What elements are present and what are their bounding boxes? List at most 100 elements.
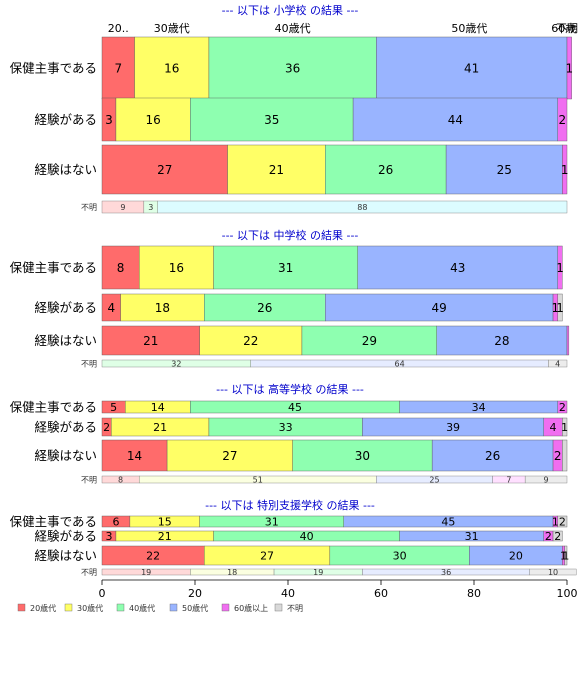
bar-value-label-s1-r1-2: 26 — [257, 301, 272, 315]
row-label-s1-r0: 保健主事である — [10, 260, 97, 275]
unknown-row-label-s2: 不明 — [81, 476, 97, 485]
bar-segment-s0-r2-0 — [101, 144, 228, 195]
bar-segment-s1-r0-4 — [557, 245, 563, 290]
row-label-s3-r2: 経験はない — [34, 548, 97, 563]
row-label-s2-r2: 経験はない — [34, 448, 97, 463]
bar-value-label-s1-r2-2: 29 — [362, 334, 377, 348]
unknown-value-label-s2-4: 9 — [544, 476, 549, 485]
unknown-row-label-s3: 不明 — [81, 568, 97, 577]
top-group-label-1: 30歳代 — [154, 22, 190, 35]
x-axis-tick-label-5: 100 — [557, 587, 578, 600]
bar-segment-s1-r0-2 — [213, 245, 358, 290]
bar-segment-s3-r1-5 — [552, 530, 563, 542]
bar-segment-s1-r2-4 — [566, 325, 570, 356]
bar-segment-s1-r1-5 — [557, 293, 563, 322]
bar-value-label-s2-r1-0: 2 — [103, 421, 110, 434]
bar-value-label-s3-r0-0: 6 — [112, 515, 119, 528]
bar-value-label-s0-r0-4: 1 — [566, 61, 574, 75]
bar-value-label-s2-r0-0: 5 — [110, 401, 117, 414]
bar-value-label-s1-r0-1: 16 — [169, 261, 184, 275]
bar-value-label-s1-r0-0: 8 — [117, 261, 125, 275]
bar-value-label-s2-r1-2: 33 — [279, 421, 293, 434]
bar-value-label-s0-r1-4: 2 — [559, 113, 567, 127]
legend-swatch-0 — [17, 603, 26, 612]
unknown-value-label-s0-0: 9 — [120, 203, 125, 212]
bar-value-label-s2-r1-1: 21 — [153, 421, 167, 434]
unknown-value-label-s1-2: 4 — [555, 360, 560, 369]
bar-value-label-s3-r2-2: 30 — [393, 549, 407, 562]
x-axis-tick-label-2: 40 — [281, 587, 295, 600]
section-title-0: --- 以下は 小学校 の結果 --- — [222, 3, 359, 17]
section-title-1: --- 以下は 中学校 の結果 --- — [222, 228, 359, 242]
bar-value-label-s2-r0-3: 34 — [472, 401, 486, 414]
bar-value-label-s3-r2-0: 22 — [146, 549, 160, 562]
unknown-value-label-s3-0: 19 — [141, 568, 151, 577]
bar-value-label-s0-r2-3: 25 — [497, 163, 512, 177]
bar-value-label-s3-r1-2: 40 — [300, 530, 314, 543]
unknown-value-label-s2-1: 51 — [253, 476, 263, 485]
bar-value-label-s1-r1-1: 18 — [155, 301, 170, 315]
x-axis-tick-label-4: 80 — [467, 587, 481, 600]
bar-value-label-s2-r1-4: 4 — [550, 421, 557, 434]
bar-segment-s1-r0-3 — [357, 245, 558, 290]
bar-value-label-s1-r0-3: 43 — [450, 261, 465, 275]
bar-segment-s2-r2-2 — [292, 439, 433, 472]
bar-value-label-s0-r1-1: 16 — [146, 113, 161, 127]
unknown-value-label-s0-1: 3 — [148, 203, 153, 212]
bar-segment-s0-r0-4 — [566, 36, 572, 100]
legend-label-1: 30歳代 — [77, 603, 103, 613]
bar-value-label-s1-r1-5: 1 — [556, 301, 564, 315]
bar-value-label-s3-r1-3: 31 — [465, 530, 479, 543]
legend-label-5: 不明 — [287, 604, 303, 613]
bar-value-label-s1-r1-4: 1 — [552, 301, 560, 315]
legend-label-4: 60歳以上 — [234, 603, 268, 613]
bar-segment-s2-r2-1 — [166, 439, 293, 472]
top-group-label-0: 20.. — [108, 22, 129, 35]
bar-value-label-s2-r1-5: 1 — [561, 421, 568, 434]
bar-segment-s0-r2-3 — [445, 144, 563, 195]
bar-value-label-s0-r0-3: 41 — [464, 61, 479, 75]
bar-value-label-s2-r2-4: 2 — [554, 449, 562, 463]
legend-swatch-4 — [221, 603, 230, 612]
bar-segment-s0-r1-3 — [352, 97, 558, 142]
bar-segment-s1-r2-3 — [436, 325, 568, 356]
bar-value-label-s3-r1-1: 21 — [158, 530, 172, 543]
bar-segment-s2-r2-3 — [431, 439, 554, 472]
row-label-s0-r2: 経験はない — [34, 162, 97, 177]
bar-value-label-s2-r0-1: 14 — [151, 401, 165, 414]
bar-segment-s3-r0-5 — [557, 515, 568, 528]
unknown-value-label-s3-4: 10 — [548, 568, 558, 577]
section-title-2: --- 以下は 高等学校 の結果 --- — [216, 382, 364, 396]
unknown-value-label-s2-0: 8 — [118, 476, 123, 485]
row-label-s0-r0: 保健主事である — [10, 61, 97, 76]
x-axis-tick-label-1: 20 — [188, 587, 202, 600]
bar-value-label-s0-r2-2: 26 — [378, 163, 393, 177]
bar-value-label-s0-r0-1: 16 — [164, 61, 179, 75]
legend-swatch-1 — [64, 603, 73, 612]
bar-value-label-s3-r0-5: 2 — [559, 515, 566, 528]
section-title-3: --- 以下は 特別支援学校 の結果 --- — [205, 498, 375, 512]
bar-segment-s1-r2-0 — [101, 325, 200, 356]
x-axis-tick-label-0: 0 — [99, 587, 106, 600]
unknown-value-label-s3-2: 19 — [313, 568, 323, 577]
bar-value-label-s1-r1-0: 4 — [107, 301, 115, 315]
bar-value-label-s0-r1-3: 44 — [448, 113, 463, 127]
unknown-value-label-s0-2: 88 — [357, 203, 367, 212]
bar-value-label-s2-r0-2: 45 — [288, 401, 302, 414]
legend-label-3: 50歳代 — [182, 603, 208, 613]
bar-segment-s0-r0-1 — [134, 36, 210, 100]
row-label-s1-r2: 経験はない — [34, 333, 97, 348]
row-label-s1-r1: 経験がある — [34, 300, 97, 315]
bar-value-label-s3-r0-2: 31 — [265, 515, 279, 528]
bar-value-label-s0-r1-0: 3 — [105, 113, 113, 127]
bar-value-label-s2-r2-0: 14 — [127, 449, 142, 463]
bar-value-label-s1-r2-0: 21 — [143, 334, 158, 348]
x-axis-tick-label-3: 60 — [374, 587, 388, 600]
bar-value-label-s0-r1-2: 35 — [264, 113, 279, 127]
row-label-s3-r1: 経験がある — [34, 529, 97, 544]
bar-value-label-s3-r0-1: 15 — [158, 515, 172, 528]
bar-value-label-s1-r0-4: 1 — [556, 261, 564, 275]
bar-value-label-s1-r1-3: 49 — [431, 301, 446, 315]
bar-segment-s1-r1-2 — [204, 293, 326, 322]
bar-segment-s0-r1-4 — [557, 97, 568, 142]
